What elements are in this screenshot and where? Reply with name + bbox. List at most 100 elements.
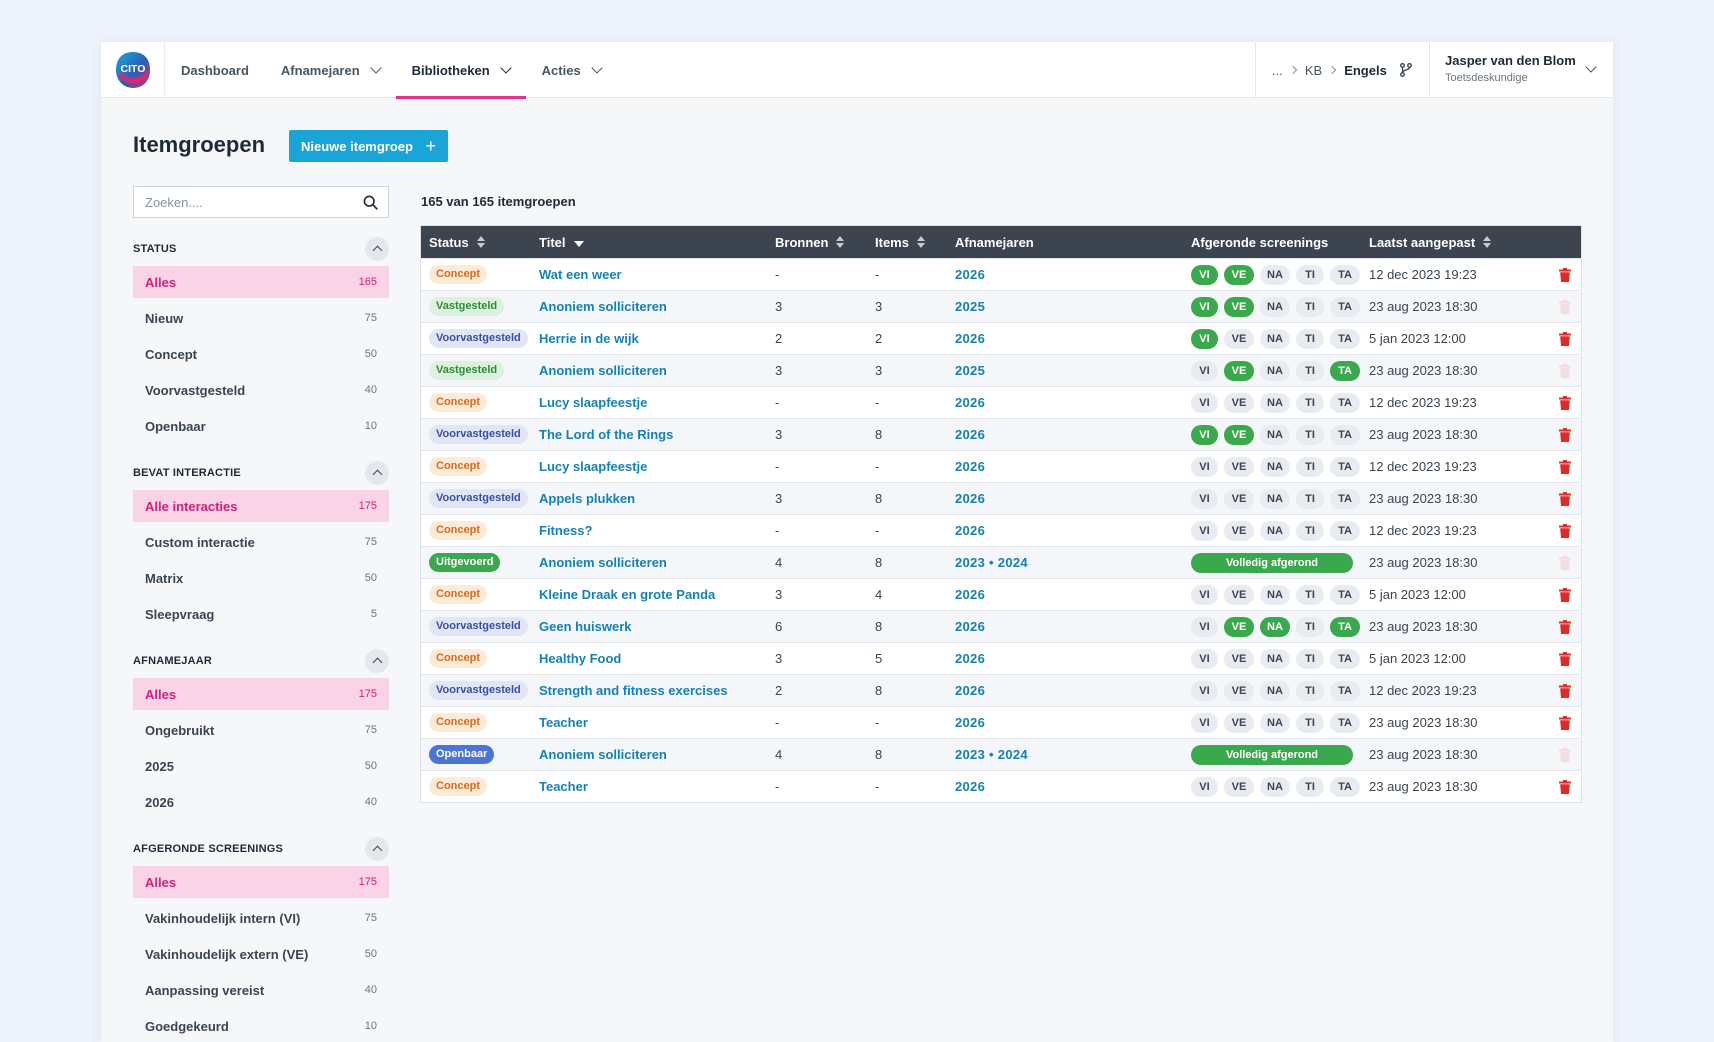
table-row[interactable]: Voorvastgesteld Appels plukken 3 8 2026 VI VE N… [421, 482, 1581, 514]
trash-icon[interactable] [1559, 396, 1571, 410]
user-menu[interactable]: Jasper van den Blom Toetsdeskundige [1429, 42, 1613, 98]
table-row[interactable]: Concept Teacher - - 2026 VI VE NA TI TA 23 aug 202… [421, 706, 1581, 738]
itemgroup-title-link[interactable]: Strength and fitness exercises [539, 683, 728, 698]
year-link[interactable]: 2026 [955, 683, 986, 698]
table-row[interactable]: Voorvastgesteld The Lord of the Rings 3 8 20… [421, 418, 1581, 450]
filter-item-screenings-alles[interactable]: Alles 175 [133, 866, 389, 898]
year-link[interactable]: 2026 [955, 619, 986, 634]
year-link[interactable]: 2026 [955, 715, 986, 730]
itemgroup-title-link[interactable]: Appels plukken [539, 491, 636, 506]
year-link[interactable]: 2026 [955, 267, 986, 282]
filter-item-afnamejaar-2026[interactable]: 2026 40 [133, 786, 389, 818]
year-link[interactable]: 2025 [955, 363, 986, 378]
year-link[interactable]: 2026 [955, 523, 986, 538]
search-input[interactable] [145, 194, 355, 210]
itemgroup-title-link[interactable]: Fitness? [539, 523, 593, 538]
table-row[interactable]: Concept Fitness? - - 2026 VI VE NA TI TA 12 dec 20… [421, 514, 1581, 546]
branch-icon[interactable] [1399, 63, 1413, 77]
year-link[interactable]: 2026 [955, 779, 986, 794]
breadcrumb-parent[interactable]: KB [1304, 62, 1323, 78]
year-link[interactable]: 2023 • 2024 [955, 747, 1028, 762]
table-row[interactable]: Openbaar Anoniem solliciteren 4 8 2023 • 202… [421, 738, 1581, 770]
itemgroup-title-link[interactable]: Anoniem solliciteren [539, 747, 667, 762]
trash-icon[interactable] [1559, 780, 1571, 794]
trash-icon[interactable] [1559, 588, 1571, 602]
nav-acties[interactable]: Acties [526, 42, 617, 98]
chevron-up-icon[interactable] [365, 837, 389, 861]
trash-icon[interactable] [1559, 332, 1571, 346]
itemgroup-title-link[interactable]: Herrie in de wijk [539, 331, 639, 346]
trash-icon[interactable] [1559, 428, 1571, 442]
table-row[interactable]: Voorvastgesteld Strength and fitness exer… [421, 674, 1581, 706]
filter-item-afnamejaar-2025[interactable]: 2025 50 [133, 750, 389, 782]
table-row[interactable]: Voorvastgesteld Herrie in de wijk 2 2 2026 VI… [421, 322, 1581, 354]
filter-item-afnamejaar-ongebruikt[interactable]: Ongebruikt 75 [133, 714, 389, 746]
year-link[interactable]: 2026 [955, 651, 986, 666]
table-row[interactable]: Vastgesteld Anoniem solliciteren 3 3 2025 VI V… [421, 290, 1581, 322]
nav-afnamejaren[interactable]: Afnamejaren [265, 42, 396, 98]
chevron-up-icon[interactable] [365, 237, 389, 261]
year-link[interactable]: 2023 • 2024 [955, 555, 1028, 570]
year-link[interactable]: 2026 [955, 491, 986, 506]
column-titel[interactable]: Titel [539, 226, 584, 258]
filter-item-afnamejaar-alles[interactable]: Alles 175 [133, 678, 389, 710]
logo[interactable]: CITO [101, 42, 165, 98]
trash-icon[interactable] [1559, 652, 1571, 666]
trash-icon[interactable] [1559, 268, 1571, 282]
filter-item-screenings-vi[interactable]: Vakinhoudelijk intern (VI) 75 [133, 902, 389, 934]
itemgroup-title-link[interactable]: Anoniem solliciteren [539, 363, 667, 378]
table-row[interactable]: Concept Wat een weer - - 2026 VI VE NA TI TA 12 de… [421, 258, 1581, 290]
column-items[interactable]: Items [875, 226, 925, 258]
year-link[interactable]: 2025 [955, 299, 986, 314]
year-link[interactable]: 2026 [955, 395, 986, 410]
itemgroup-title-link[interactable]: Kleine Draak en grote Panda [539, 587, 716, 602]
year-link[interactable]: 2026 [955, 427, 986, 442]
itemgroup-title-link[interactable]: Anoniem solliciteren [539, 299, 667, 314]
itemgroup-title-link[interactable]: Lucy slaapfeestje [539, 459, 648, 474]
itemgroup-title-link[interactable]: Teacher [539, 779, 588, 794]
trash-icon[interactable] [1559, 524, 1571, 538]
trash-icon[interactable] [1559, 492, 1571, 506]
search-icon[interactable] [363, 195, 378, 210]
filter-item-interactie-custom[interactable]: Custom interactie 75 [133, 526, 389, 558]
table-row[interactable]: Voorvastgesteld Geen huiswerk 6 8 2026 VI VE NA… [421, 610, 1581, 642]
table-row[interactable]: Concept Lucy slaapfeestje - - 2026 VI VE NA TI TA… [421, 450, 1581, 482]
filter-item-status-voorvastgesteld[interactable]: Voorvastgesteld 40 [133, 374, 389, 406]
breadcrumb-ellipsis[interactable]: ... [1272, 62, 1283, 78]
trash-icon[interactable] [1559, 716, 1571, 730]
itemgroup-title-link[interactable]: The Lord of the Rings [539, 427, 674, 442]
itemgroup-title-link[interactable]: Healthy Food [539, 651, 622, 666]
column-laatst-aangepast[interactable]: Laatst aangepast [1369, 226, 1492, 258]
filter-item-screenings-goedgekeurd[interactable]: Goedgekeurd 10 [133, 1010, 389, 1042]
table-row[interactable]: Concept Lucy slaapfeestje - - 2026 VI VE NA TI TA… [421, 386, 1581, 418]
filter-item-status-concept[interactable]: Concept 50 [133, 338, 389, 370]
nav-dashboard[interactable]: Dashboard [165, 42, 265, 98]
filter-item-screenings-aanpassing[interactable]: Aanpassing vereist 40 [133, 974, 389, 1006]
itemgroup-title-link[interactable]: Geen huiswerk [539, 619, 632, 634]
new-itemgroup-button[interactable]: Nieuwe itemgroep + [289, 130, 448, 162]
trash-icon[interactable] [1559, 620, 1571, 634]
table-row[interactable]: Vastgesteld Anoniem solliciteren 3 3 2025 VI V… [421, 354, 1581, 386]
table-row[interactable]: Concept Kleine Draak en grote Panda 3 4 2026… [421, 578, 1581, 610]
table-row[interactable]: Concept Teacher - - 2026 VI VE NA TI TA 23 aug 202… [421, 770, 1581, 802]
itemgroup-title-link[interactable]: Wat een weer [539, 267, 622, 282]
filter-item-interactie-alle[interactable]: Alle interacties 175 [133, 490, 389, 522]
itemgroup-title-link[interactable]: Anoniem solliciteren [539, 555, 667, 570]
trash-icon[interactable] [1559, 460, 1571, 474]
chevron-up-icon[interactable] [365, 649, 389, 673]
year-link[interactable]: 2026 [955, 331, 986, 346]
column-status[interactable]: Status [429, 226, 485, 258]
filter-item-interactie-matrix[interactable]: Matrix 50 [133, 562, 389, 594]
table-row[interactable]: Concept Healthy Food 3 5 2026 VI VE NA TI TA 5 jan… [421, 642, 1581, 674]
column-bronnen[interactable]: Bronnen [775, 226, 845, 258]
filter-item-interactie-sleepvraag[interactable]: Sleepvraag 5 [133, 598, 389, 630]
itemgroup-title-link[interactable]: Lucy slaapfeestje [539, 395, 648, 410]
filter-item-status-alles[interactable]: Alles 165 [133, 266, 389, 298]
filter-item-status-nieuw[interactable]: Nieuw 75 [133, 302, 389, 334]
chevron-up-icon[interactable] [365, 461, 389, 485]
trash-icon[interactable] [1559, 684, 1571, 698]
filter-item-status-openbaar[interactable]: Openbaar 10 [133, 410, 389, 442]
table-row[interactable]: Uitgevoerd Anoniem solliciteren 4 8 2023 • 2… [421, 546, 1581, 578]
year-link[interactable]: 2026 [955, 587, 986, 602]
filter-item-screenings-ve[interactable]: Vakinhoudelijk extern (VE) 50 [133, 938, 389, 970]
